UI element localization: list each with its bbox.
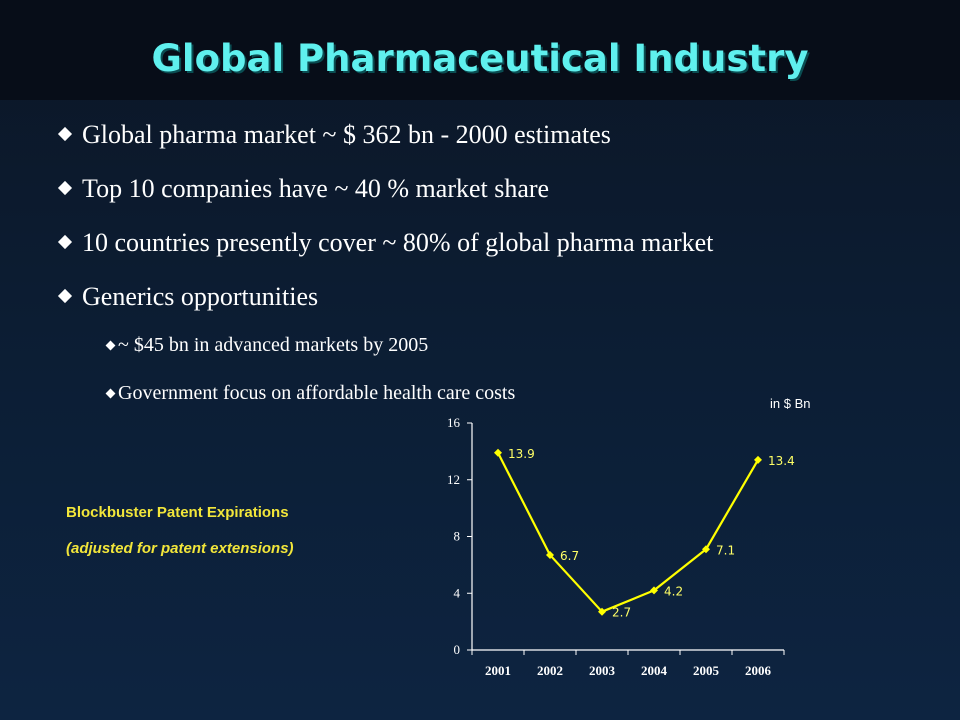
slide-title: Global Pharmaceutical Industry [151, 37, 809, 80]
bullet-item: Top 10 companies have ~ 40 % market shar… [57, 170, 940, 224]
data-point [546, 550, 554, 559]
data-point [598, 607, 606, 616]
y-tick-label: 16 [447, 415, 461, 430]
bullet-text: 10 countries presently cover ~ 80% of gl… [82, 228, 714, 257]
sub-bullet-text: ~ $45 bn in advanced markets by 2005 [118, 334, 429, 356]
data-label: 2.7 [612, 606, 631, 620]
data-point [494, 448, 502, 457]
bullet-text: Generics opportunities [82, 282, 319, 311]
chart-caption-subtitle: (adjusted for patent extensions) [66, 540, 294, 557]
x-tick-label: 2005 [693, 663, 720, 678]
chart-series: 13.9 6.7 2.7 4.2 7.1 13.4 [494, 447, 795, 620]
bullet-list: Global pharma market ~ $ 362 bn - 2000 e… [57, 116, 940, 426]
data-point [650, 586, 658, 595]
x-tick-label: 2004 [641, 663, 668, 678]
chart-ticks: 0 4 8 12 16 2001 2002 2003 2004 2005 2006 [447, 415, 785, 678]
data-label: 13.9 [508, 447, 535, 461]
data-point [754, 455, 762, 464]
bullet-item: Generics opportunities [57, 278, 940, 332]
sub-bullet-item: ~ $45 bn in advanced markets by 2005 [60, 330, 940, 378]
chart-unit-label: in $ Bn [770, 396, 811, 411]
data-label: 4.2 [664, 584, 683, 598]
chart-caption: Blockbuster Patent Expirations [66, 504, 289, 521]
bullet-item: Global pharma market ~ $ 362 bn - 2000 e… [57, 116, 940, 170]
x-tick-label: 2002 [537, 663, 563, 678]
bullet-text: Top 10 companies have ~ 40 % market shar… [82, 174, 550, 203]
bullet-item: 10 countries presently cover ~ 80% of gl… [57, 224, 940, 278]
y-tick-label: 12 [447, 472, 460, 487]
data-label: 13.4 [768, 454, 795, 468]
data-point [702, 545, 710, 554]
y-tick-label: 8 [454, 529, 461, 544]
x-tick-label: 2006 [745, 663, 772, 678]
bullet-text: Global pharma market ~ $ 362 bn - 2000 e… [82, 120, 611, 149]
sub-bullet-text: Government focus on affordable health ca… [118, 382, 516, 404]
data-label: 6.7 [560, 549, 579, 563]
x-tick-label: 2003 [589, 663, 616, 678]
series-line [497, 452, 759, 613]
title-band [0, 0, 960, 100]
y-tick-label: 0 [454, 642, 461, 657]
sub-bullet-item: Government focus on affordable health ca… [60, 378, 940, 426]
x-tick-label: 2001 [485, 663, 511, 678]
y-tick-label: 4 [454, 585, 461, 600]
data-label: 7.1 [716, 543, 735, 557]
